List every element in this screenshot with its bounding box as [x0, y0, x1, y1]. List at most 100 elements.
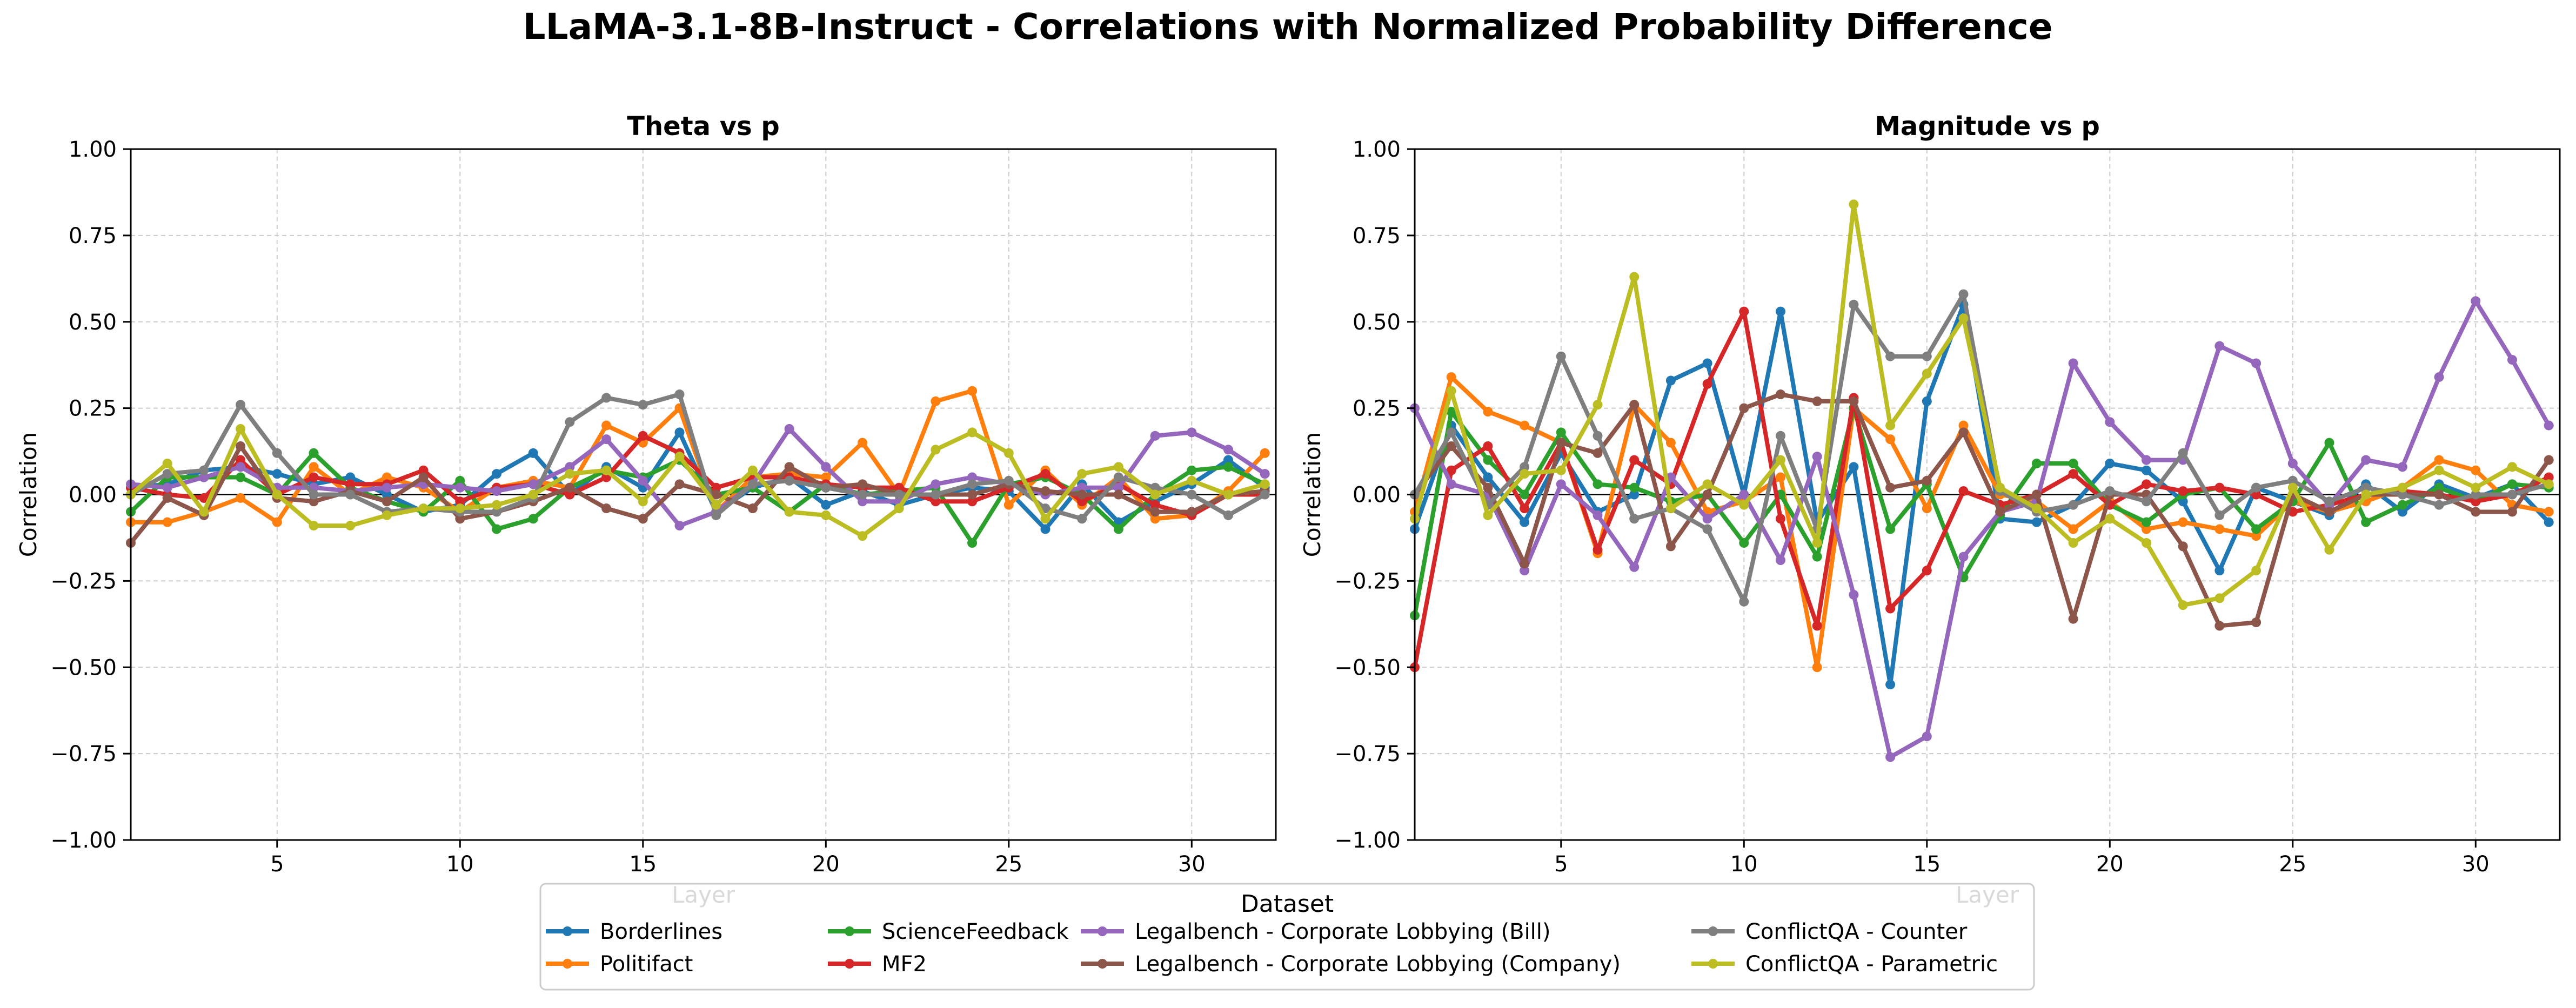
data-point-legalbench-corporate-lobbying-bill	[601, 434, 612, 445]
data-point-conflictqa-parametric	[784, 507, 794, 517]
data-point-legalbench-corporate-lobbying-bill	[1150, 431, 1160, 441]
data-point-conflictqa-counter	[1739, 596, 1749, 607]
data-point-sciencefeedback	[967, 538, 978, 548]
data-point-conflictqa-parametric	[2507, 462, 2517, 472]
data-point-sciencefeedback	[2324, 438, 2334, 448]
legend-label-conflictqa-counter: ConflictQA - Counter	[1745, 919, 1968, 944]
data-point-politifact	[2214, 524, 2225, 534]
legend-label-legalbench-corporate-lobbying-bill: Legalbench - Corporate Lobbying (Bill)	[1135, 919, 1551, 944]
data-point-legalbench-corporate-lobbying-bill	[2141, 455, 2151, 465]
data-point-legalbench-corporate-lobbying-bill	[2068, 358, 2078, 368]
data-point-legalbench-corporate-lobbying-bill	[1187, 427, 1197, 438]
data-point-legalbench-corporate-lobbying-bill	[2361, 455, 2371, 465]
legend-marker-legalbench-corporate-lobbying-bill	[1098, 926, 1107, 936]
data-point-sciencefeedback	[1885, 524, 1896, 534]
data-point-legalbench-corporate-lobbying-company	[784, 462, 794, 472]
data-point-sciencefeedback	[1187, 465, 1197, 475]
data-point-legalbench-corporate-lobbying-company	[1593, 448, 1603, 458]
data-point-conflictqa-parametric	[2178, 600, 2188, 610]
data-point-mf2	[711, 482, 721, 493]
data-point-legalbench-corporate-lobbying-company	[711, 489, 721, 500]
data-point-conflictqa-parametric	[162, 458, 172, 468]
data-point-legalbench-corporate-lobbying-bill	[1593, 510, 1603, 520]
data-point-sciencefeedback	[2031, 458, 2042, 468]
data-point-sciencefeedback	[1812, 552, 1822, 562]
data-point-legalbench-corporate-lobbying-company	[1040, 486, 1051, 496]
data-point-politifact	[601, 420, 612, 431]
data-point-sciencefeedback	[1223, 462, 1233, 472]
data-point-mf2	[455, 496, 465, 507]
data-point-legalbench-corporate-lobbying-bill	[2105, 417, 2115, 427]
data-point-mf2	[418, 465, 429, 475]
data-point-conflictqa-counter	[821, 482, 831, 493]
data-point-sciencefeedback	[1446, 407, 1456, 417]
data-point-conflictqa-parametric	[1556, 465, 1566, 475]
data-point-legalbench-corporate-lobbying-bill	[1702, 514, 1712, 524]
data-point-legalbench-corporate-lobbying-bill	[199, 472, 209, 482]
data-point-conflictqa-parametric	[711, 500, 721, 510]
data-point-mf2	[2214, 482, 2225, 493]
data-point-legalbench-corporate-lobbying-company	[1556, 438, 1566, 448]
data-point-politifact	[1446, 372, 1456, 382]
data-point-conflictqa-counter	[2434, 500, 2444, 510]
data-point-conflictqa-parametric	[967, 427, 978, 438]
data-point-mf2	[1702, 379, 1712, 389]
data-point-borderlines	[1849, 462, 1859, 472]
data-point-legalbench-corporate-lobbying-company	[2471, 507, 2481, 517]
data-point-politifact	[309, 462, 319, 472]
data-point-sciencefeedback	[2141, 517, 2151, 527]
data-point-legalbench-corporate-lobbying-bill	[1077, 482, 1087, 493]
data-point-politifact	[1958, 420, 1969, 431]
data-point-legalbench-corporate-lobbying-bill	[2287, 458, 2298, 468]
x-tick-label: 30	[2462, 852, 2490, 877]
data-point-sciencefeedback	[2434, 482, 2444, 493]
data-point-conflictqa-parametric	[931, 445, 941, 455]
y-tick-label: −0.50	[50, 655, 117, 680]
data-point-conflictqa-parametric	[1040, 514, 1051, 524]
data-point-conflictqa-counter	[2507, 489, 2517, 500]
data-point-conflictqa-counter	[1702, 524, 1712, 534]
y-tick-label: 0.00	[1353, 483, 1401, 508]
data-point-conflictqa-parametric	[2434, 465, 2444, 475]
data-point-mf2	[1150, 500, 1160, 510]
data-point-conflictqa-counter	[747, 479, 758, 489]
data-point-conflictqa-counter	[2214, 510, 2225, 520]
data-point-legalbench-corporate-lobbying-company	[857, 479, 867, 489]
data-point-legalbench-corporate-lobbying-company	[1446, 441, 1456, 451]
legend-box	[539, 883, 2035, 991]
data-point-borderlines	[1885, 680, 1896, 690]
data-point-legalbench-corporate-lobbying-bill	[1113, 482, 1123, 493]
data-point-legalbench-corporate-lobbying-company	[1995, 507, 2005, 517]
data-point-conflictqa-counter	[2178, 448, 2188, 458]
data-point-legalbench-corporate-lobbying-bill	[2397, 462, 2407, 472]
data-point-mf2	[1077, 496, 1087, 507]
data-point-legalbench-corporate-lobbying-company	[638, 514, 648, 524]
data-point-conflictqa-parametric	[1003, 448, 1014, 458]
data-point-legalbench-corporate-lobbying-company	[2324, 507, 2334, 517]
data-point-conflictqa-parametric	[1775, 455, 1785, 465]
y-tick-label: −1.00	[50, 828, 117, 853]
data-point-conflictqa-parametric	[2068, 538, 2078, 548]
y-tick-label: −1.00	[1334, 828, 1401, 853]
data-point-conflictqa-parametric	[2031, 503, 2042, 514]
legend-label-borderlines: Borderlines	[600, 919, 722, 944]
data-point-legalbench-corporate-lobbying-company	[967, 489, 978, 500]
data-point-politifact	[1483, 407, 1493, 417]
data-point-mf2	[1812, 621, 1822, 631]
y-tick-label: 1.00	[69, 137, 117, 162]
data-point-conflictqa-parametric	[565, 469, 575, 479]
data-point-legalbench-corporate-lobbying-company	[2214, 621, 2225, 631]
data-point-borderlines	[674, 427, 685, 438]
data-point-conflictqa-counter	[565, 417, 575, 427]
data-point-legalbench-corporate-lobbying-bill	[2471, 296, 2481, 306]
data-point-conflictqa-parametric	[1520, 469, 1530, 479]
data-point-politifact	[821, 472, 831, 482]
data-point-borderlines	[1702, 358, 1712, 368]
data-point-conflictqa-counter	[1446, 427, 1456, 438]
data-point-politifact	[2141, 524, 2151, 534]
legend-label-politifact: Politifact	[600, 952, 693, 977]
data-point-borderlines	[2544, 517, 2554, 527]
data-point-mf2	[1958, 486, 1969, 496]
data-point-sciencefeedback	[236, 472, 246, 482]
data-point-conflictqa-parametric	[2397, 482, 2407, 493]
